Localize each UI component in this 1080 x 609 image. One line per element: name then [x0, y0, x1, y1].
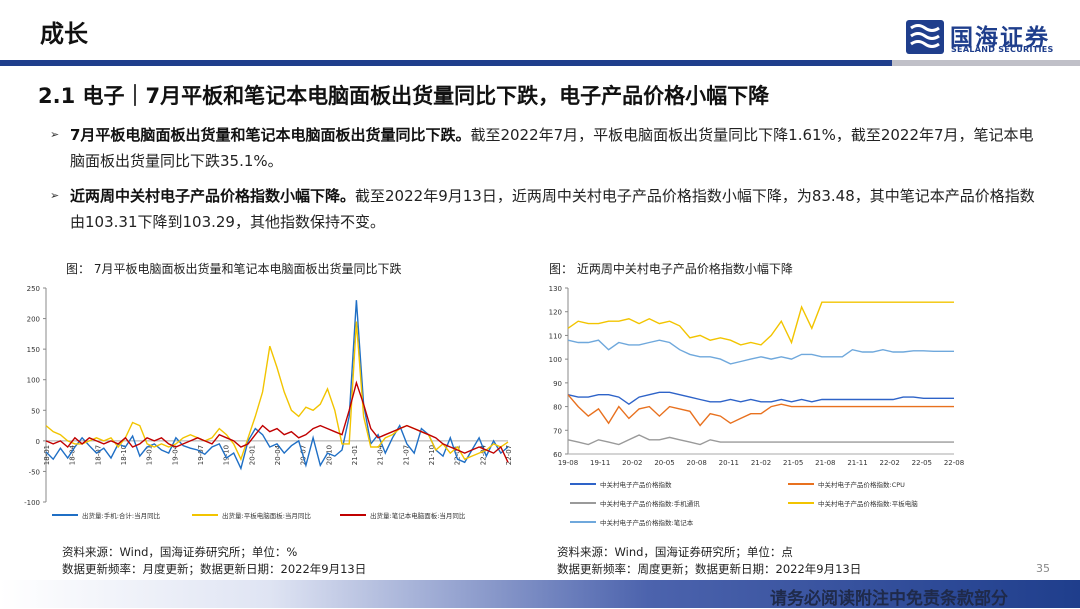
x-tick-label: 19-11: [590, 459, 610, 467]
x-tick-label: 18-04: [69, 444, 77, 465]
right-figure-source: 资料来源：Wind，国海证券研究所；单位：点 数据更新频率：周度更新；数据更新日…: [557, 544, 861, 578]
legend-label: 出货量:平板电脑面板:当月同比: [222, 511, 311, 520]
series-line-2: [45, 321, 509, 462]
left-source-line-2: 数据更新频率：月度更新；数据更新日期：2022年9月13日: [62, 562, 367, 576]
header-divider: [0, 60, 1080, 66]
left-figure-source: 资料来源：Wind，国海证券研究所；单位：% 数据更新频率：月度更新；数据更新日…: [62, 544, 366, 578]
x-tick-label: 19-01: [146, 445, 154, 465]
x-tick-label: 21-05: [783, 459, 803, 467]
series-line-3: [45, 380, 509, 463]
left-figure-title: 图： 7月平板电脑面板出货量和笔记本电脑面板出货量同比下跌: [66, 262, 402, 276]
bullet-item-2: ➢ 近两周中关村电子产品价格指数小幅下降。截至2022年9月13日，近两周中关村…: [50, 183, 1040, 235]
series-line-2: [567, 394, 954, 427]
x-tick-label: 18-07: [94, 445, 102, 465]
section-header: 成长: [40, 20, 88, 48]
legend-label: 出货量:笔记本电脑面板:当月同比: [370, 511, 466, 520]
y-tick-label: 0: [36, 438, 40, 446]
y-tick-label: 150: [27, 346, 40, 354]
x-tick-label: 22-08: [944, 459, 964, 467]
logo-text-cn: 国海证券: [950, 25, 1050, 51]
legend-label: 中关村电子产品价格指数:手机通讯: [600, 499, 700, 508]
page-number: 35: [1036, 562, 1050, 575]
legend-label: 出货量:手机:合计:当月同比: [82, 511, 161, 520]
bullet-arrow-icon: ➢: [50, 128, 60, 141]
y-tick-label: 90: [553, 380, 562, 388]
x-tick-label: 20-10: [325, 445, 333, 465]
y-tick-label: 130: [549, 285, 562, 293]
x-tick-label: 20-04: [274, 444, 282, 465]
logo-text-en: SEALAND SECURITIES: [951, 45, 1054, 54]
bullet-1-text: 截至2022年7月，平板电脑面板出货量同比下降1.61%，截至2022年7月，笔…: [70, 126, 1034, 170]
sealand-logo-icon: [906, 20, 944, 54]
right-source-line-2: 数据更新频率：周度更新；数据更新日期：2022年9月13日: [557, 562, 862, 576]
x-tick-label: 18-01: [43, 445, 51, 465]
x-tick-label: 19-10: [223, 445, 231, 465]
y-tick-label: 200: [27, 316, 40, 324]
x-tick-label: 21-08: [815, 459, 835, 467]
y-tick-label: 250: [27, 285, 40, 293]
x-tick-label: 18-10: [120, 445, 128, 465]
y-tick-label: 100: [549, 356, 562, 364]
x-tick-label: 21-10: [428, 445, 436, 465]
y-tick-label: 70: [553, 427, 562, 435]
y-tick-label: 110: [549, 332, 562, 340]
legend-label: 中关村电子产品价格指数:CPU: [818, 480, 905, 489]
x-tick-label: 19-04: [171, 444, 179, 465]
footer-bar: [0, 580, 1080, 608]
x-tick-label: 22-02: [879, 459, 899, 467]
x-tick-label: 20-11: [719, 459, 739, 467]
x-tick-label: 21-02: [751, 459, 771, 467]
series-line-4: [567, 301, 954, 346]
y-tick-label: 50: [31, 407, 40, 415]
x-tick-label: 20-01: [248, 445, 256, 465]
x-tick-label: 21-04: [377, 444, 385, 465]
shipment-yoy-chart: -100 -50 0 50 100 150 200 250 18-01 18-04 18-07 18-…: [24, 285, 513, 520]
x-tick-label: 22-07: [505, 445, 513, 465]
bullet-item-1: ➢ 7月平板电脑面板出货量和笔记本电脑面板出货量同比下跌。截至2022年7月，平…: [50, 122, 1040, 174]
disclaimer-footer: 请务必阅读附注中免责条款部分: [770, 589, 1008, 609]
x-tick-label: 19-07: [197, 445, 205, 465]
x-tick-label: 20-07: [300, 445, 308, 465]
legend-label: 中关村电子产品价格指数: [600, 480, 672, 489]
x-tick-label: 21-01: [351, 445, 359, 465]
right-figure-title: 图： 近两周中关村电子产品价格指数小幅下降: [549, 262, 793, 276]
bullet-arrow-icon: ➢: [50, 189, 60, 202]
x-tick-label: 21-07: [402, 445, 410, 465]
x-tick-label: 22-01: [454, 445, 462, 465]
y-tick-label: -50: [29, 468, 40, 476]
bullet-2-headline: 近两周中关村电子产品价格指数小幅下降。: [70, 187, 356, 205]
y-tick-label: 60: [553, 451, 562, 459]
x-tick-label: 20-08: [686, 459, 706, 467]
company-logo: 国海证券 SEALAND SECURITIES: [906, 18, 1066, 56]
right-source-line-1: 资料来源：Wind，国海证券研究所；单位：点: [557, 545, 793, 559]
legend-label: 中关村电子产品价格指数:平板电脑: [818, 499, 918, 508]
left-source-line-1: 资料来源：Wind，国海证券研究所；单位：%: [62, 545, 298, 559]
x-tick-label: 20-02: [622, 459, 642, 467]
x-tick-label: 22-05: [912, 459, 932, 467]
bullet-1-headline: 7月平板电脑面板出货量和笔记本电脑面板出货量同比下跌。: [70, 126, 471, 144]
y-tick-label: 100: [27, 377, 40, 385]
slide-title: 2.1 电子｜7月平板和笔记本电脑面板出货量同比下跌，电子产品价格小幅下降: [38, 84, 770, 108]
x-tick-label: 22-04: [479, 444, 487, 465]
bullet-2-text: 截至2022年9月13日，近两周中关村电子产品价格指数小幅下降，为83.48，其…: [70, 187, 1035, 231]
x-tick-label: 21-11: [847, 459, 867, 467]
y-tick-label: 120: [549, 309, 562, 317]
series-line-5: [567, 339, 954, 365]
series-line-1: [567, 391, 954, 406]
series-line-3: [567, 434, 954, 446]
zol-price-index-chart: 60 70 80 90 100 110 120 130 19-08 19-11 20-02 20-05…: [549, 285, 965, 527]
legend-label: 中关村电子产品价格指数:笔记本: [600, 518, 694, 527]
x-tick-label: 19-08: [558, 459, 578, 467]
y-tick-label: 80: [553, 404, 562, 412]
y-tick-label: -100: [24, 499, 40, 507]
x-tick-label: 20-05: [654, 459, 674, 467]
